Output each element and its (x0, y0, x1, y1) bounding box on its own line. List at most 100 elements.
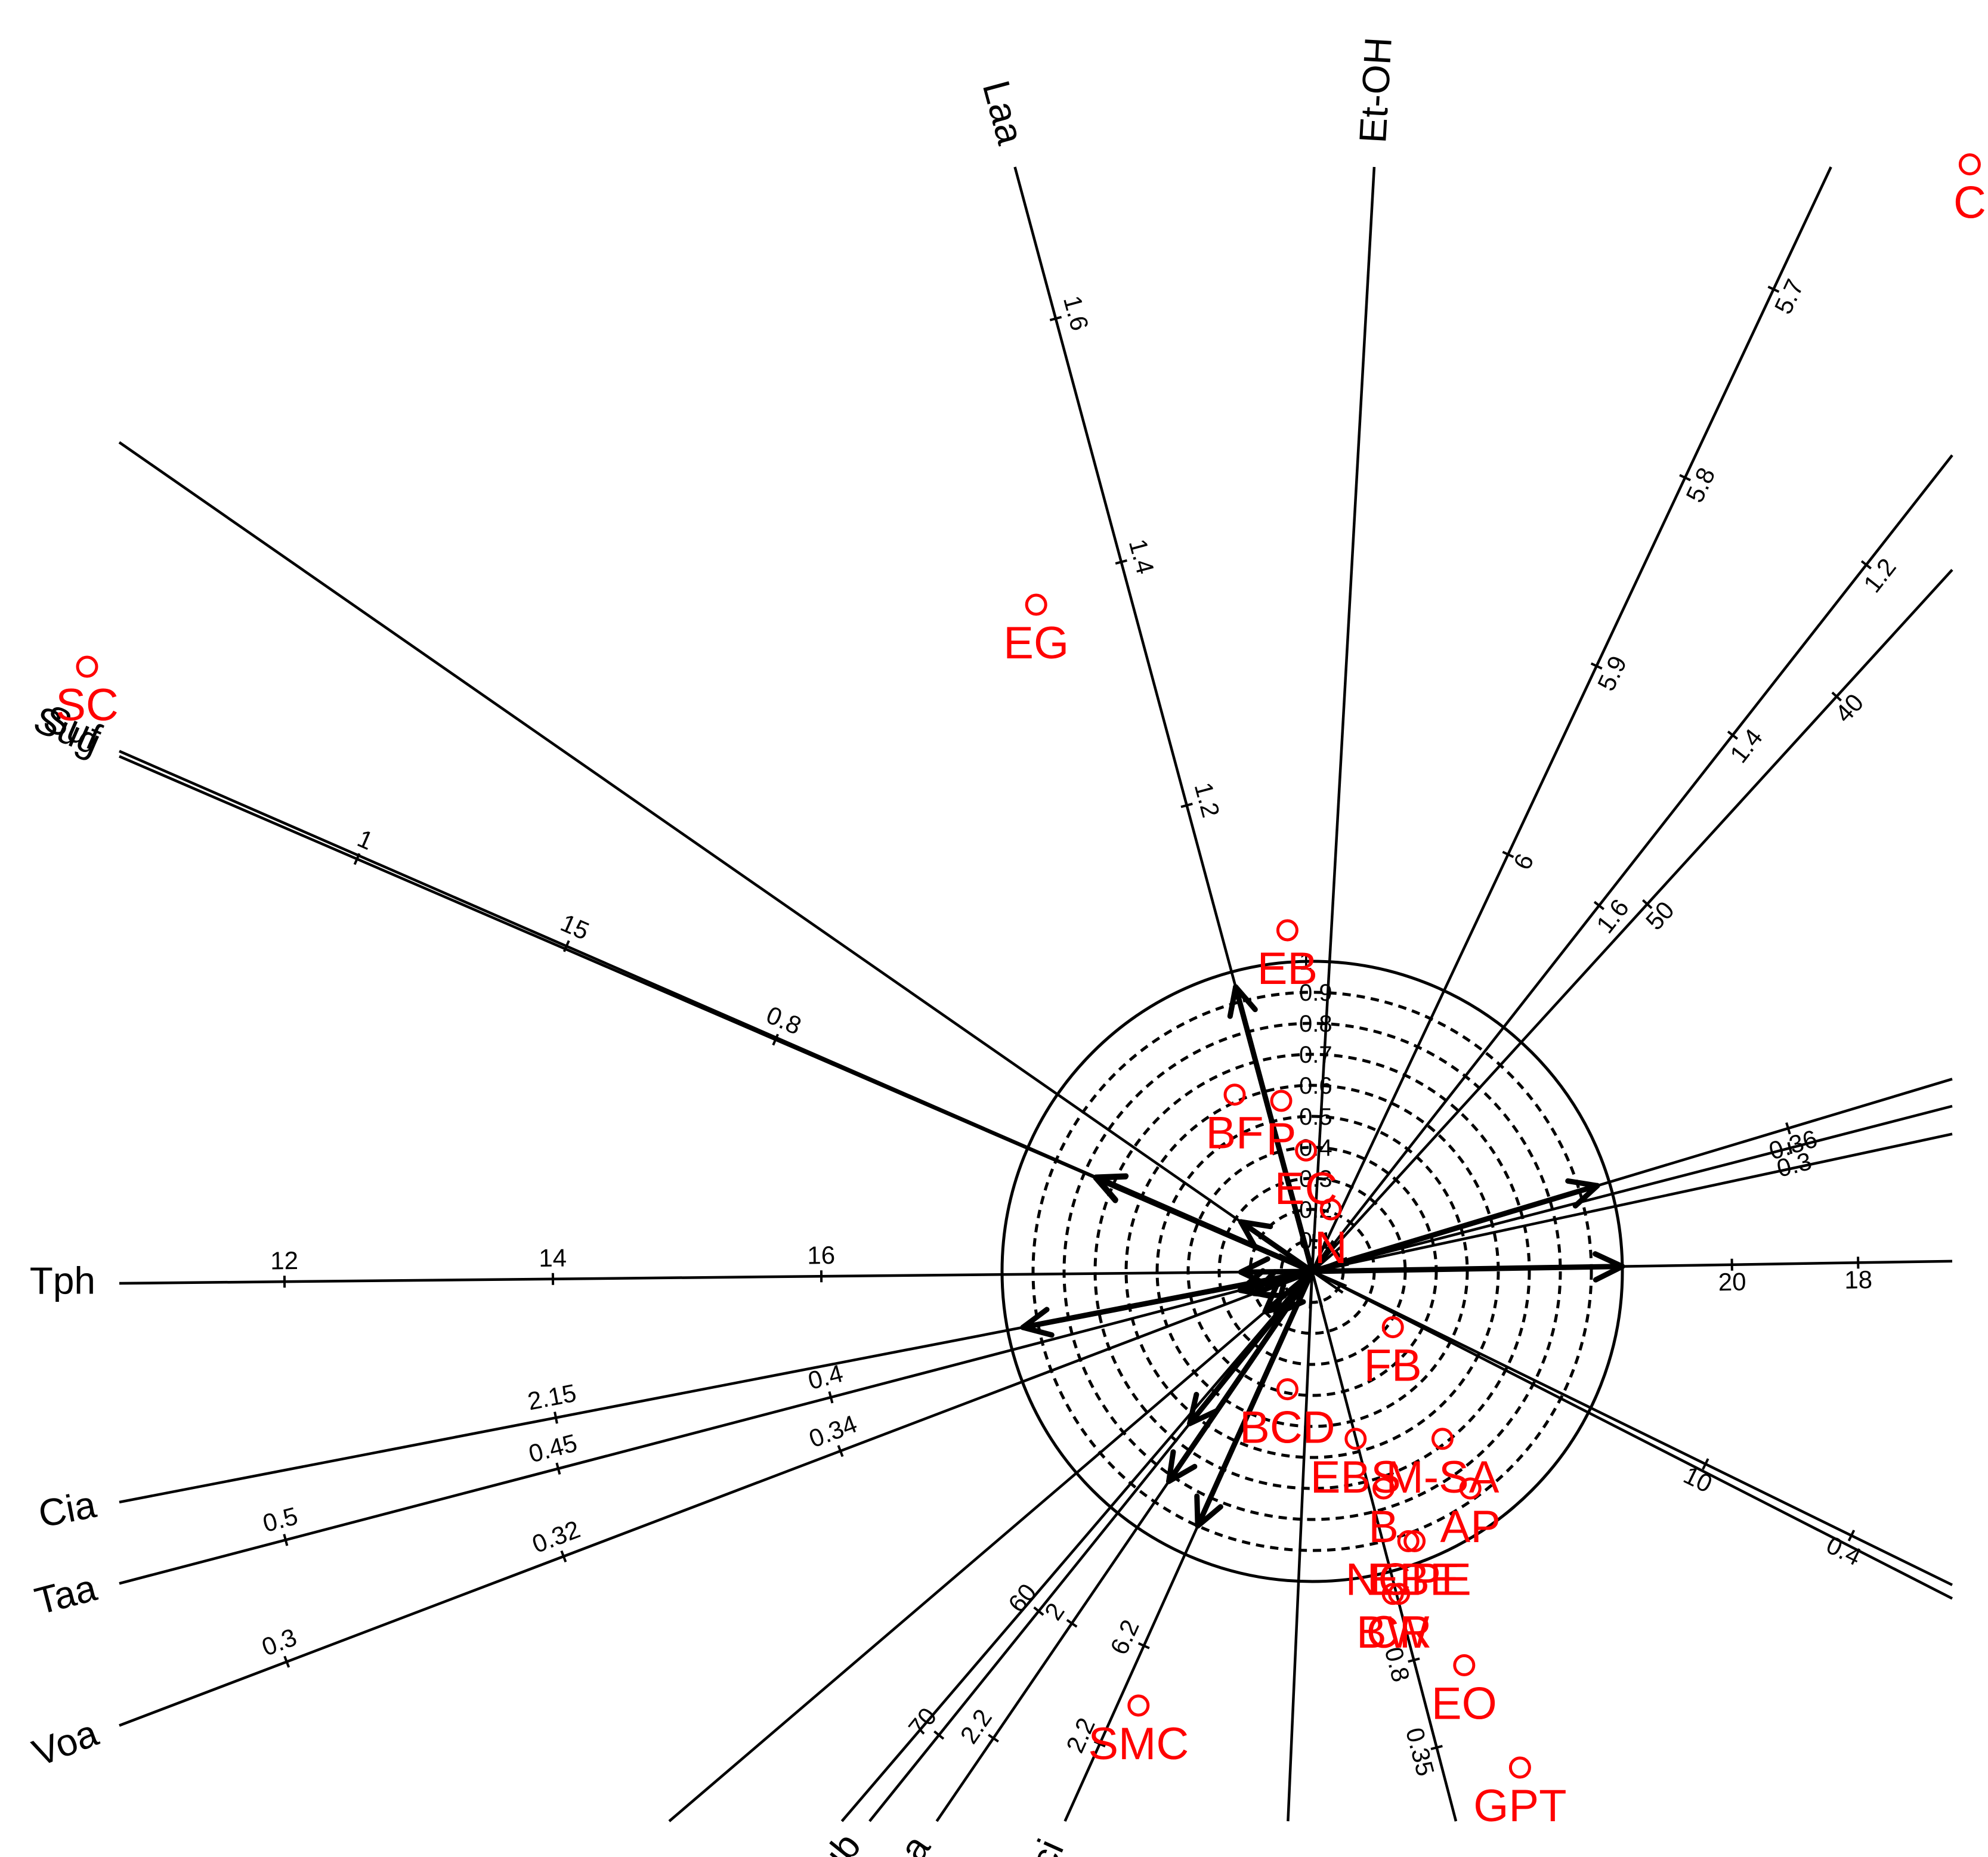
point-marker (1372, 1477, 1395, 1500)
axis-line (1286, 569, 1953, 1300)
axis-label-maa: Maa (861, 1827, 939, 1857)
axis-line (1276, 1104, 1953, 1282)
point-b: B (1368, 1477, 1399, 1552)
point-c: C (1953, 153, 1986, 228)
point-marker (1508, 1756, 1531, 1779)
dashed-ring (1093, 1053, 1531, 1490)
axis-tick-label: 1 (354, 824, 378, 855)
arrow-head (1273, 1282, 1306, 1317)
arrow-head (1020, 1307, 1055, 1338)
point-label: C (1953, 178, 1986, 228)
axis-tick-label: 14 (539, 1244, 567, 1272)
axis-line-voa (119, 1256, 1348, 1727)
point-sc: SC (55, 655, 119, 731)
arrow-head (1238, 1256, 1271, 1287)
loading-arrow-sug (1093, 1175, 1315, 1274)
axis-tick (1702, 1458, 1709, 1470)
dashed-ring (1062, 1022, 1562, 1521)
axis-tick-label: 1.4 (1724, 723, 1768, 768)
axis-tick (1860, 560, 1872, 570)
point-eb: EB (1257, 919, 1318, 994)
axis-tick (1049, 315, 1062, 321)
axis-tick-label: 6.2 (1105, 1615, 1145, 1659)
point-ebs: EBS (1310, 1428, 1401, 1503)
point-label: BW (1356, 1607, 1430, 1658)
axis-tick-label: 0.3 (258, 1623, 300, 1661)
loading-arrow-tph (1238, 1268, 1315, 1275)
axis-tick-label: 1.6 (1591, 894, 1634, 939)
point-marker (1431, 1428, 1454, 1450)
arrow-head (1187, 1391, 1220, 1426)
axis-tick (1727, 731, 1739, 740)
axis-tick-label: 5.7 (1769, 275, 1809, 318)
axis-tick-label: 70 (903, 1702, 942, 1741)
axis-line-taa (119, 1261, 1349, 1585)
point-label: B (1368, 1502, 1399, 1552)
point-cr: CR (1366, 1583, 1432, 1658)
point-label: EBS (1310, 1452, 1401, 1503)
axis-line (1301, 1235, 1458, 1822)
axis-label-taa: Taa (30, 1566, 101, 1623)
point-bcd: BCD (1239, 1378, 1335, 1453)
axis-tick (1593, 900, 1605, 911)
ring-tick-label: 0.5 (1299, 1104, 1332, 1130)
loading-arrow (1309, 1264, 1625, 1274)
axis-tick (1679, 473, 1691, 481)
point-smc: SMC (1088, 1694, 1189, 1769)
axis-tick (1093, 1740, 1106, 1748)
ring-tick-label: 1 (1299, 949, 1312, 975)
axis-tick-label: 2.15 (525, 1379, 579, 1416)
axis-tick (1430, 1744, 1443, 1750)
axis-line (1275, 1132, 1953, 1281)
axis-tick (1847, 1530, 1856, 1542)
axis-tick-label: 15 (556, 908, 593, 945)
point-eo: EO (1432, 1654, 1497, 1729)
axis-tick (988, 1734, 999, 1743)
axis-tick (560, 1550, 567, 1562)
point-label: FB (1364, 1341, 1422, 1391)
axis-tick-label: 1.6 (1058, 293, 1095, 334)
axis-tick-label: 0.5 (260, 1502, 301, 1537)
axis-tick-label: 6 (1508, 849, 1539, 874)
point-marker (1459, 1477, 1482, 1500)
point-marker (1381, 1316, 1404, 1339)
arrow-head (1593, 1251, 1625, 1283)
ring-tick-label: 0.7 (1299, 1042, 1332, 1068)
axis-line (118, 441, 1344, 1294)
loading-arrow (1309, 1183, 1600, 1274)
axis-tick (1590, 662, 1603, 670)
arrow-head (1194, 1493, 1223, 1529)
point-ec: EC (1275, 1139, 1338, 1214)
loading-arrow (1273, 1268, 1315, 1317)
loading-arrow (1238, 1219, 1315, 1274)
axis-tick (837, 1445, 844, 1457)
axis-label-sub: Sub (793, 1824, 868, 1857)
point-fb: FB (1364, 1316, 1422, 1391)
point-label: BCD (1239, 1403, 1335, 1453)
arrow-head (1238, 1219, 1273, 1251)
point-eg: EG (1003, 593, 1069, 668)
axis-tick (554, 1412, 558, 1424)
axis-label-voa: Voa (27, 1711, 104, 1775)
point-bf: BF (1205, 1084, 1264, 1159)
axis-tick (353, 853, 361, 865)
arrow-head (1166, 1449, 1198, 1484)
point-marker (1127, 1694, 1150, 1717)
point-marker (1319, 1198, 1342, 1221)
axis-tick-label: 2 (1039, 1598, 1070, 1625)
ring-tick-label: 0.3 (1299, 1166, 1332, 1192)
point-m-sa: M-SA (1386, 1428, 1499, 1503)
loading-arrows (1020, 984, 1625, 1529)
axis-tick-label: 0.45 (525, 1428, 580, 1468)
axis-line (1278, 1254, 1953, 1586)
axis-label-aci: Aci (1011, 1833, 1072, 1857)
point-marker (1381, 1583, 1404, 1605)
axis-label-laa: Laa (975, 76, 1032, 149)
point-label: SMC (1088, 1719, 1189, 1769)
loading-arrow-aci (1195, 1268, 1315, 1529)
point-label: EC (1275, 1163, 1338, 1214)
point-label: N (1315, 1222, 1347, 1273)
point-marker (1276, 919, 1298, 942)
